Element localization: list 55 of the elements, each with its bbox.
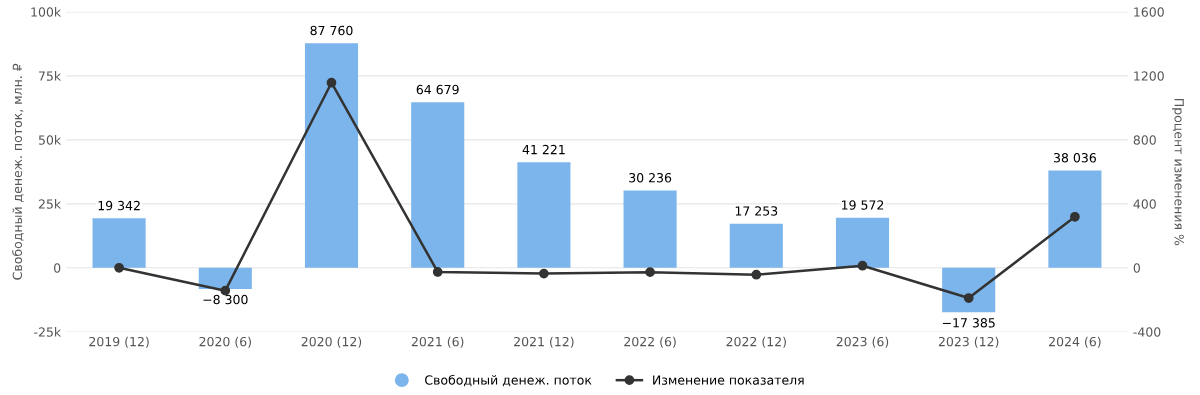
point (751, 269, 762, 280)
point (963, 293, 974, 303)
y-tick-label: 25k (38, 199, 62, 209)
point (1070, 211, 1080, 222)
y-tick-label: 0 (54, 263, 61, 273)
x-tick-label: 2023 (12) (938, 336, 999, 348)
x-tick-label: 2023 (6) (836, 336, 889, 348)
y2-tick-label: -400 (1133, 327, 1161, 337)
x-tick-label: 2021 (12) (514, 336, 574, 348)
point (857, 260, 868, 271)
x-tick-label: 2024 (6) (1049, 336, 1101, 348)
x-tick-label: 2020 (6) (199, 336, 251, 348)
bar (1048, 170, 1102, 268)
bar (304, 43, 359, 268)
y-tick-label: 100k (31, 7, 62, 17)
bar (411, 102, 465, 268)
y2-tick-label: 800 (1133, 135, 1156, 145)
y2-tick-label: 1200 (1134, 71, 1164, 81)
data-label: 38 036 (1053, 153, 1096, 163)
y2-tick-label: 400 (1133, 199, 1156, 209)
point (645, 267, 655, 277)
data-label: 41 221 (522, 144, 565, 155)
bar (835, 217, 890, 268)
point (539, 268, 549, 279)
x-tick-label: 2022 (12) (726, 336, 786, 348)
data-label: 19 342 (98, 200, 140, 211)
bar (92, 218, 146, 268)
x-tick-label: 2019 (12) (89, 336, 149, 348)
legend-label: Изменение показателя (653, 375, 804, 385)
data-label: 17 253 (735, 206, 778, 216)
bar (517, 162, 571, 268)
y2-tick-label: 1600 (1134, 7, 1164, 17)
x-tick-label: 2022 (6) (624, 336, 676, 348)
y2-axis-title: Процент изменения % (1172, 99, 1184, 246)
y2-tick-label: 0 (1133, 263, 1140, 273)
point (326, 77, 337, 88)
data-label: 87 760 (310, 25, 353, 36)
data-label: 19 572 (842, 200, 884, 210)
data-label: 64 679 (416, 84, 459, 95)
bar (729, 223, 783, 268)
y-tick-label: -25k (34, 327, 62, 337)
legend-label: Свободный денеж. поток (425, 374, 592, 387)
bar (942, 267, 996, 313)
point (220, 285, 231, 296)
data-label: 30 236 (629, 172, 672, 183)
data-label: −8 300 (203, 294, 248, 305)
point (114, 262, 124, 273)
y-tick-label: 75k (39, 71, 62, 81)
x-tick-label: 2020 (12) (301, 336, 362, 348)
point (432, 267, 443, 277)
y-tick-label: 50k (38, 135, 62, 145)
x-tick-label: 2021 (6) (411, 336, 464, 348)
data-label: −17 385 (942, 318, 995, 328)
bar (623, 190, 677, 268)
y-axis-title: Свободный денеж. поток, млн. ₽ (12, 63, 24, 280)
